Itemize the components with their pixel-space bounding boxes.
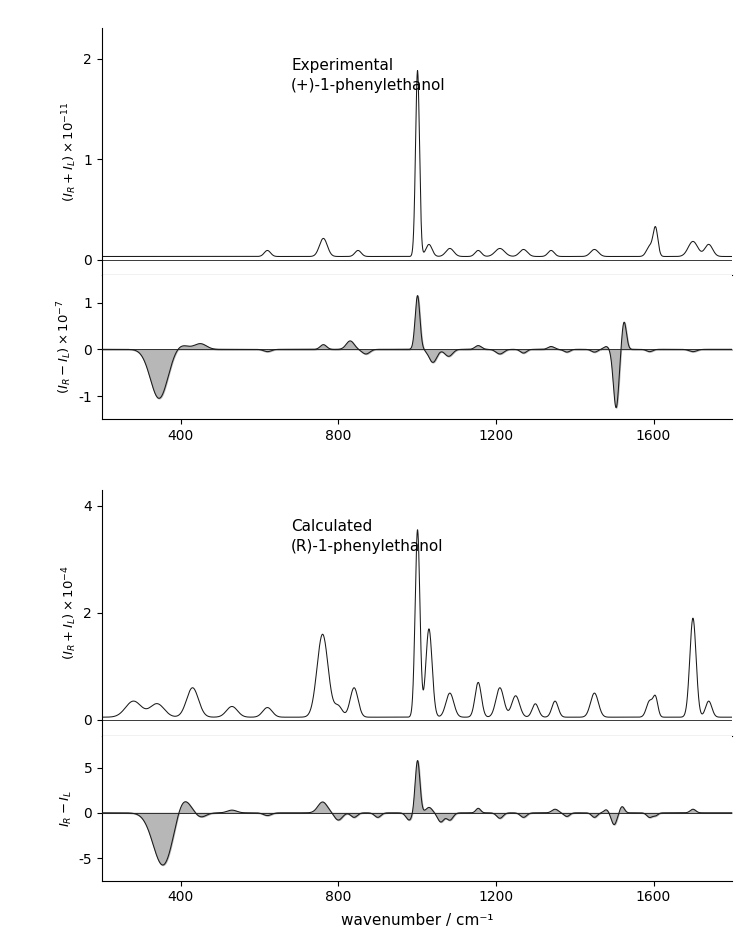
Y-axis label: $(I_R - I_L) \times 10^{-7}$: $(I_R - I_L) \times 10^{-7}$: [56, 299, 74, 394]
Text: Experimental
(+)-1-phenylethanol: Experimental (+)-1-phenylethanol: [291, 58, 445, 93]
X-axis label: wavenumber / cm⁻¹: wavenumber / cm⁻¹: [341, 913, 493, 928]
Y-axis label: $(I_R + I_L) \times 10^{-4}$: $(I_R + I_L) \times 10^{-4}$: [60, 565, 79, 660]
Text: Calculated
(R)-1-phenylethanol: Calculated (R)-1-phenylethanol: [291, 519, 443, 554]
Y-axis label: $(I_R + I_L) \times 10^{-11}$: $(I_R + I_L) \times 10^{-11}$: [60, 101, 79, 202]
Y-axis label: $I_R - I_L$: $I_R - I_L$: [60, 790, 75, 827]
